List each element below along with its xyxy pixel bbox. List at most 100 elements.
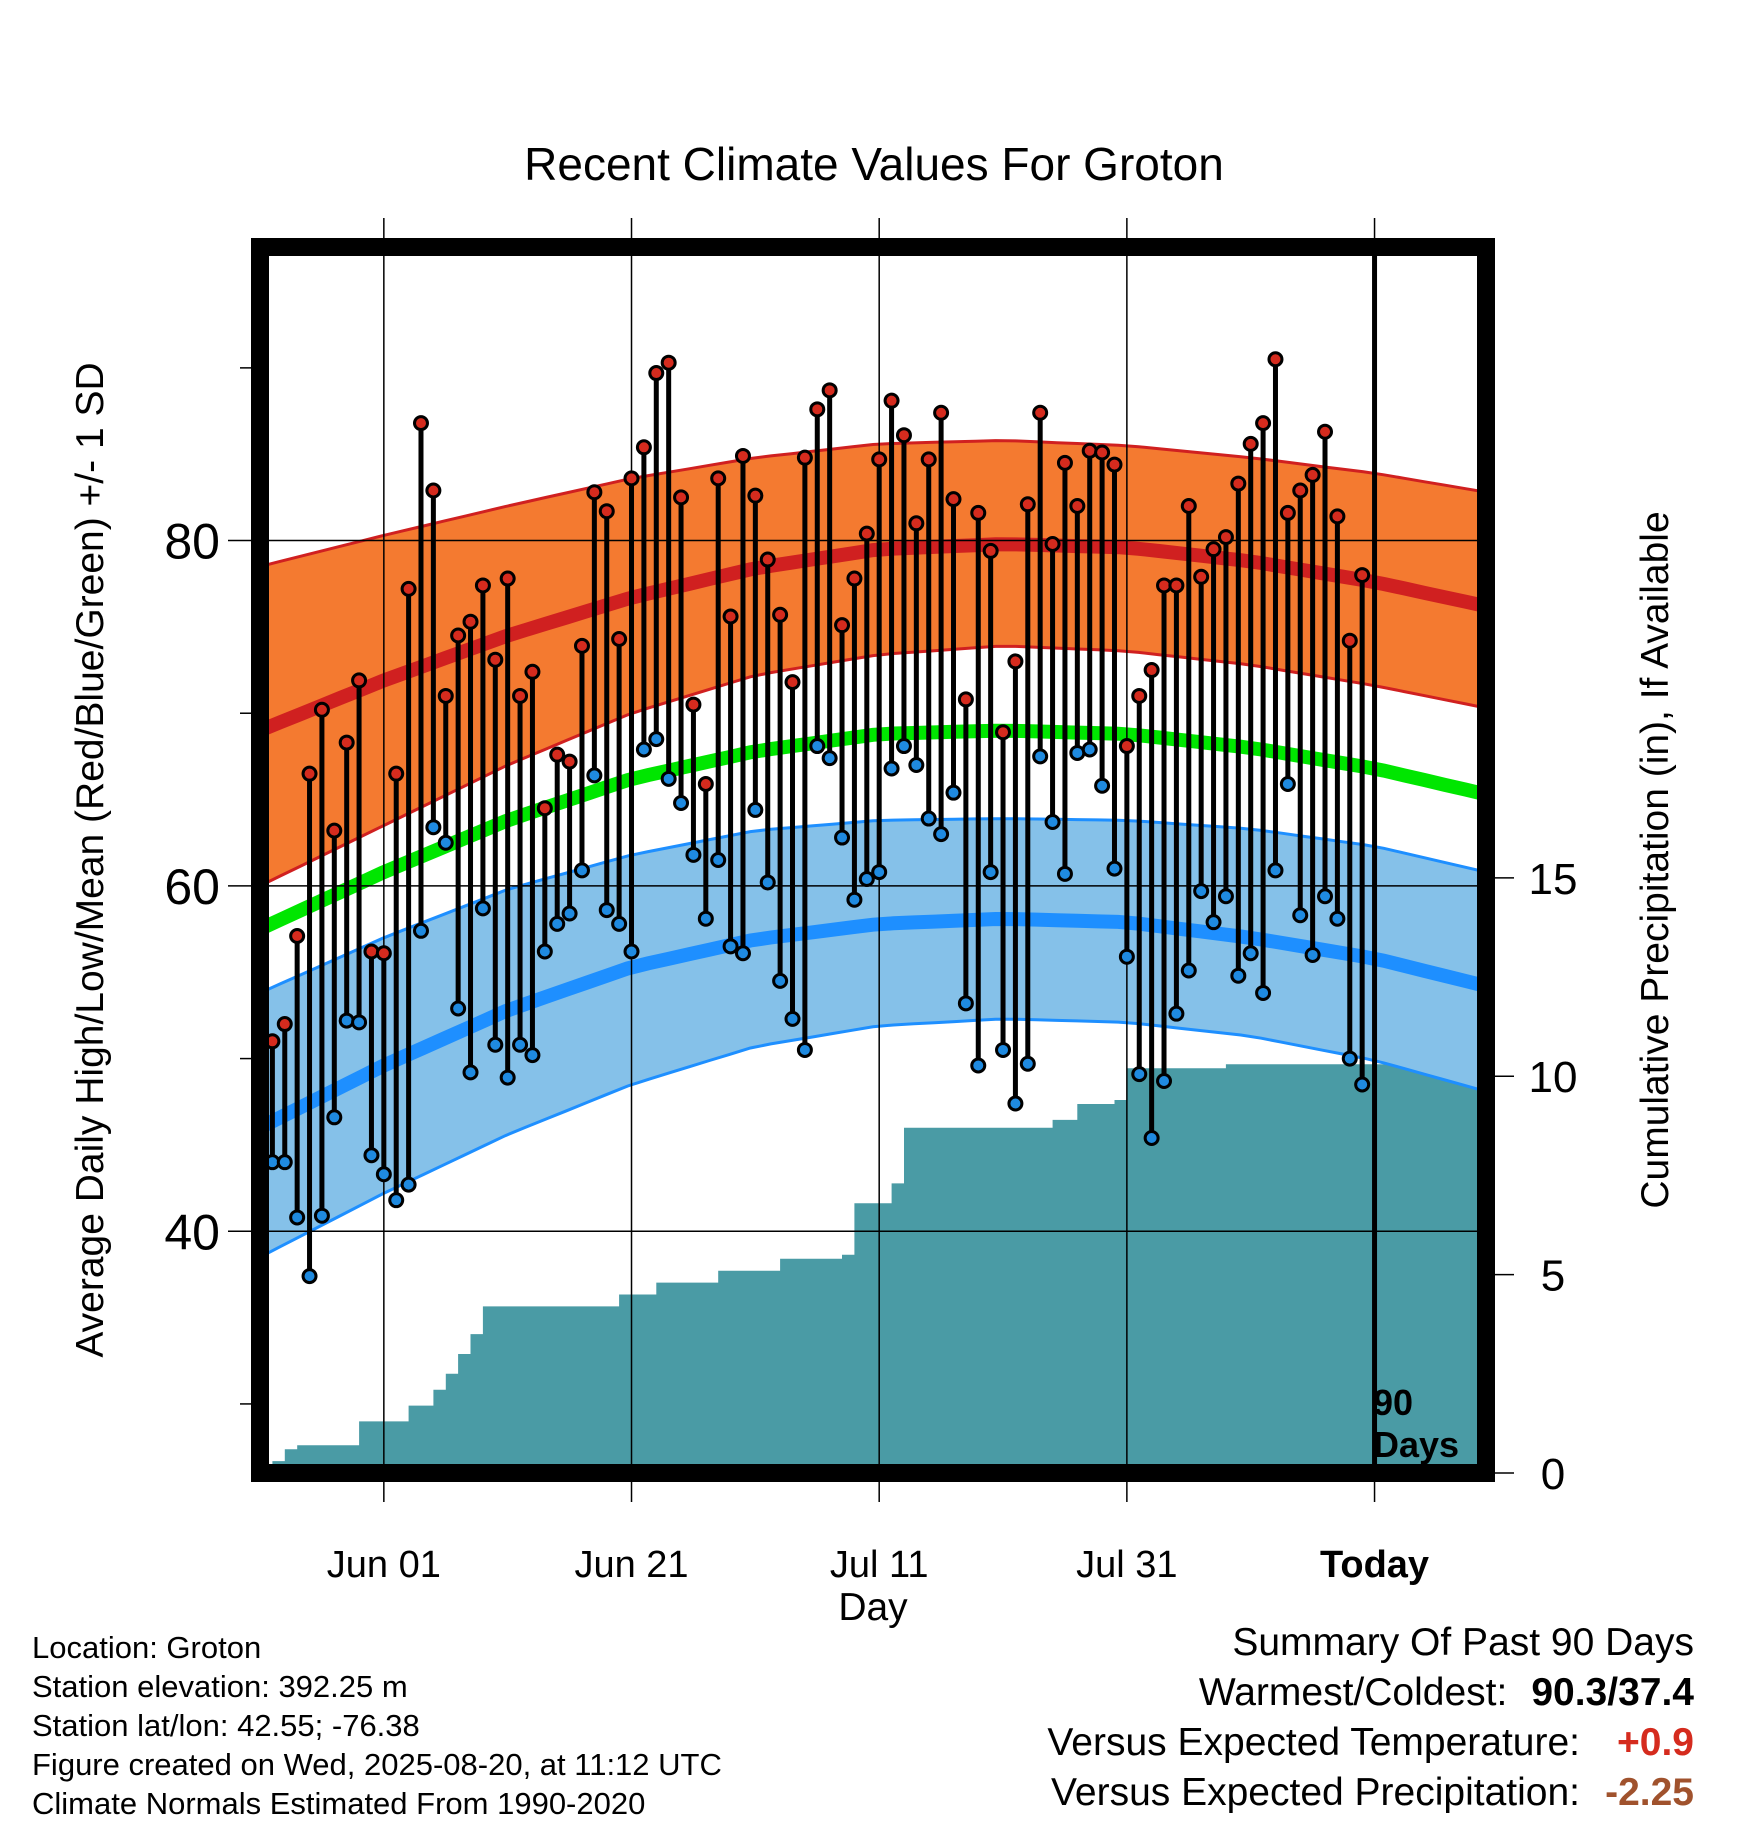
daily-high-point	[1230, 475, 1247, 492]
low-normal-band-lower-edge	[260, 1017, 1486, 1259]
daily-low-point	[747, 801, 764, 818]
daily-low-point	[982, 864, 999, 881]
daily-high-point	[933, 404, 950, 421]
daily-high-point	[759, 551, 776, 568]
daily-high-point	[388, 765, 405, 782]
daily-low-point	[388, 1192, 405, 1209]
daily-high-point	[908, 515, 925, 532]
daily-low-point	[685, 846, 702, 863]
daily-low-point	[623, 943, 640, 960]
daily-low-point	[821, 750, 838, 767]
daily-high-point	[549, 746, 566, 763]
daily-low-point	[1044, 814, 1061, 831]
daily-low-point	[1094, 777, 1111, 794]
daily-low-point	[710, 852, 727, 868]
daily-low-point	[1317, 888, 1334, 905]
daily-low-point	[1267, 862, 1284, 879]
daily-high-point	[635, 439, 652, 456]
latlon-text: Station lat/lon: 42.55; -76.38	[32, 1708, 420, 1743]
daily-high-point	[338, 734, 355, 751]
daily-low-point	[499, 1069, 516, 1086]
daily-low-point	[648, 731, 665, 748]
daily-low-point	[561, 905, 578, 922]
y2-axis-label: Cumulative Precipitation (in), If Availa…	[1634, 511, 1677, 1208]
summary-panel: Summary Of Past 90 Days Warmest/Coldest:…	[1047, 1618, 1694, 1818]
daily-low-point	[524, 1047, 541, 1064]
warmest-coldest-label: Warmest/Coldest:	[1198, 1671, 1508, 1714]
daily-low-point	[970, 1057, 987, 1074]
daily-low-point	[673, 795, 690, 812]
daily-high-point	[1317, 423, 1334, 440]
daily-low-point	[301, 1268, 318, 1285]
daily-high-point	[1044, 536, 1061, 553]
daily-low-point	[1131, 1066, 1148, 1083]
daily-low-point	[895, 738, 912, 755]
elevation-text: Station elevation: 392.25 m	[32, 1669, 408, 1704]
daily-high-point	[1341, 632, 1358, 649]
precip-anomaly-value: -2.25	[1605, 1771, 1694, 1814]
daily-low-point	[871, 864, 888, 881]
daily-low-point	[933, 826, 950, 843]
daily-high-point	[1081, 442, 1098, 459]
daily-low-point	[1019, 1055, 1036, 1072]
y-tick-label: 60	[164, 859, 220, 915]
precipitation-layer	[260, 1064, 1486, 1473]
daily-high-point	[685, 696, 702, 713]
daily-high-point	[1019, 496, 1036, 513]
daily-low-point	[796, 1041, 813, 1058]
daily-low-point	[1156, 1073, 1173, 1090]
daily-low-point	[945, 784, 962, 801]
daily-high-point	[1329, 508, 1346, 525]
daily-high-point	[437, 687, 454, 704]
daily-range-layer	[260, 247, 1378, 1473]
high-normal-band-lower-edge	[260, 644, 1486, 888]
daily-low-point	[474, 900, 491, 917]
daily-high-point	[586, 484, 603, 501]
daily-high-point	[995, 724, 1012, 741]
daily-low-point	[400, 1176, 417, 1193]
daily-low-point	[1032, 748, 1049, 765]
daily-low-point	[512, 1036, 529, 1053]
daily-low-point	[1143, 1130, 1160, 1147]
daily-low-point	[351, 1014, 368, 1031]
axes-layer	[228, 218, 1514, 1502]
daily-high-point	[1279, 504, 1296, 521]
daily-low-point	[1217, 888, 1234, 905]
high-normal-line	[260, 537, 1486, 737]
x-tick-label: Jun 01	[327, 1544, 441, 1586]
daily-high-point	[673, 489, 690, 506]
daily-low-point	[289, 1209, 306, 1226]
daily-low-point	[697, 910, 714, 927]
daily-high-point	[1193, 568, 1210, 585]
daily-high-point	[1304, 466, 1321, 483]
normals-text: Climate Normals Estimated From 1990-2020	[32, 1786, 646, 1821]
daily-high-point	[499, 570, 516, 587]
daily-low-point	[375, 1166, 392, 1183]
daily-low-point	[313, 1207, 330, 1224]
daily-low-point	[908, 757, 925, 774]
daily-low-point	[276, 1154, 293, 1171]
x-tick-label: Jul 31	[1076, 1544, 1177, 1586]
daily-low-point	[858, 870, 875, 887]
daily-high-point	[1094, 444, 1111, 461]
daily-low-point	[1180, 962, 1197, 979]
daily-high-point	[313, 701, 330, 718]
warmest-coldest-value: 90.3/37.4	[1531, 1671, 1694, 1714]
x-tick-label: Jun 21	[574, 1544, 688, 1586]
daily-high-point	[970, 504, 987, 521]
daily-low-point	[784, 1010, 801, 1027]
daily-high-point	[1217, 529, 1234, 546]
daily-low-point	[920, 810, 937, 827]
daily-high-point	[351, 672, 368, 689]
precip-anomaly-label: Versus Expected Precipitation:	[1051, 1771, 1580, 1814]
daily-low-point	[995, 1041, 1012, 1058]
temp-anomaly-label: Versus Expected Temperature:	[1047, 1721, 1580, 1764]
daily-high-point	[276, 1016, 293, 1033]
daily-high-point	[660, 354, 677, 371]
daily-low-point	[611, 915, 628, 932]
daily-high-point	[697, 776, 714, 793]
y-tick-label: 40	[164, 1204, 220, 1260]
chart-title: Recent Climate Values For Groton	[524, 138, 1224, 190]
daily-high-point	[1032, 404, 1049, 421]
daily-low-point	[549, 915, 566, 932]
